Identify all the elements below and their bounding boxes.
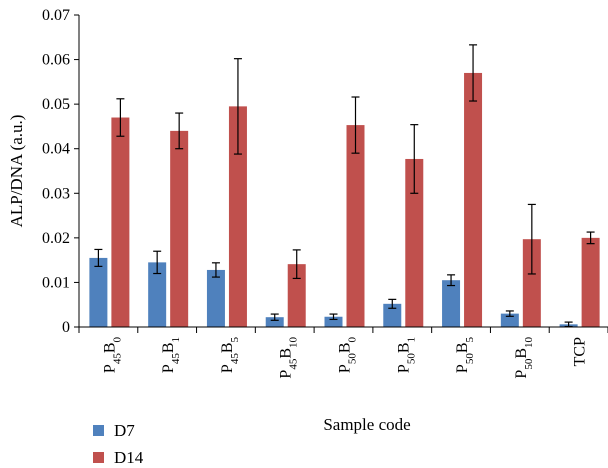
axes-layer [78, 15, 608, 328]
x-tick-label: P45B5 [219, 337, 241, 374]
bar-d14-5 [405, 158, 424, 327]
x-tick-label: TCP [572, 337, 589, 366]
bar-d7-5 [383, 303, 402, 327]
legend-label-d7: D7 [114, 421, 135, 440]
bar-d14-2 [228, 106, 247, 327]
x-ticks-layer: P45B0 P45B1 P45B5 P45B10 P50B0 P50B1 P50B5 P50B… [78, 327, 608, 379]
y-tick-label: 0.07 [42, 7, 70, 24]
bar-d7-0 [89, 257, 108, 327]
bar-d14-0 [111, 117, 130, 327]
y-ticks-layer: 0 0.01 0.02 0.03 0.04 0.05 0.06 0.07 [42, 7, 79, 336]
legend-swatch-d7 [93, 425, 104, 436]
x-tick-label: P45B1 [160, 337, 182, 373]
y-tick-label: 0.05 [42, 96, 70, 113]
y-tick-label: 0.04 [42, 141, 70, 158]
bar-d7-3 [265, 317, 284, 327]
bar-d14-1 [170, 130, 189, 327]
x-tick-label: P50B5 [454, 337, 476, 374]
y-tick-label: 0 [62, 319, 70, 336]
legend: D7 D14 [93, 421, 144, 467]
y-axis-title: ALP/DNA (a.u.) [7, 115, 26, 228]
x-tick-label: P45B0 [101, 337, 123, 374]
x-tick-label: P50B0 [337, 337, 359, 374]
legend-label-d14: D14 [114, 448, 144, 467]
bar-d14-6 [464, 72, 483, 327]
bar-d7-7 [500, 313, 519, 327]
error-bars-layer [94, 44, 595, 328]
bar-d14-3 [287, 264, 306, 327]
bar-d7-6 [442, 280, 461, 327]
bar-d7-1 [148, 262, 167, 327]
x-tick-label: P50B1 [395, 337, 417, 373]
legend-swatch-d14 [93, 452, 104, 463]
y-tick-label: 0.02 [42, 230, 70, 247]
y-tick-label: 0.06 [42, 52, 70, 69]
bar-d14-4 [346, 125, 365, 327]
x-axis-title: Sample code [323, 415, 410, 434]
bar-d7-2 [206, 269, 225, 327]
y-tick-label: 0.01 [42, 274, 70, 291]
bars-layer [89, 72, 600, 327]
bar-d14-7 [522, 239, 541, 327]
bar-d7-4 [324, 316, 343, 327]
y-tick-label: 0.03 [42, 185, 70, 202]
x-tick-label: P50B10 [513, 337, 535, 379]
x-tick-label: P45B10 [278, 337, 300, 379]
bar-d14-8 [581, 237, 600, 327]
